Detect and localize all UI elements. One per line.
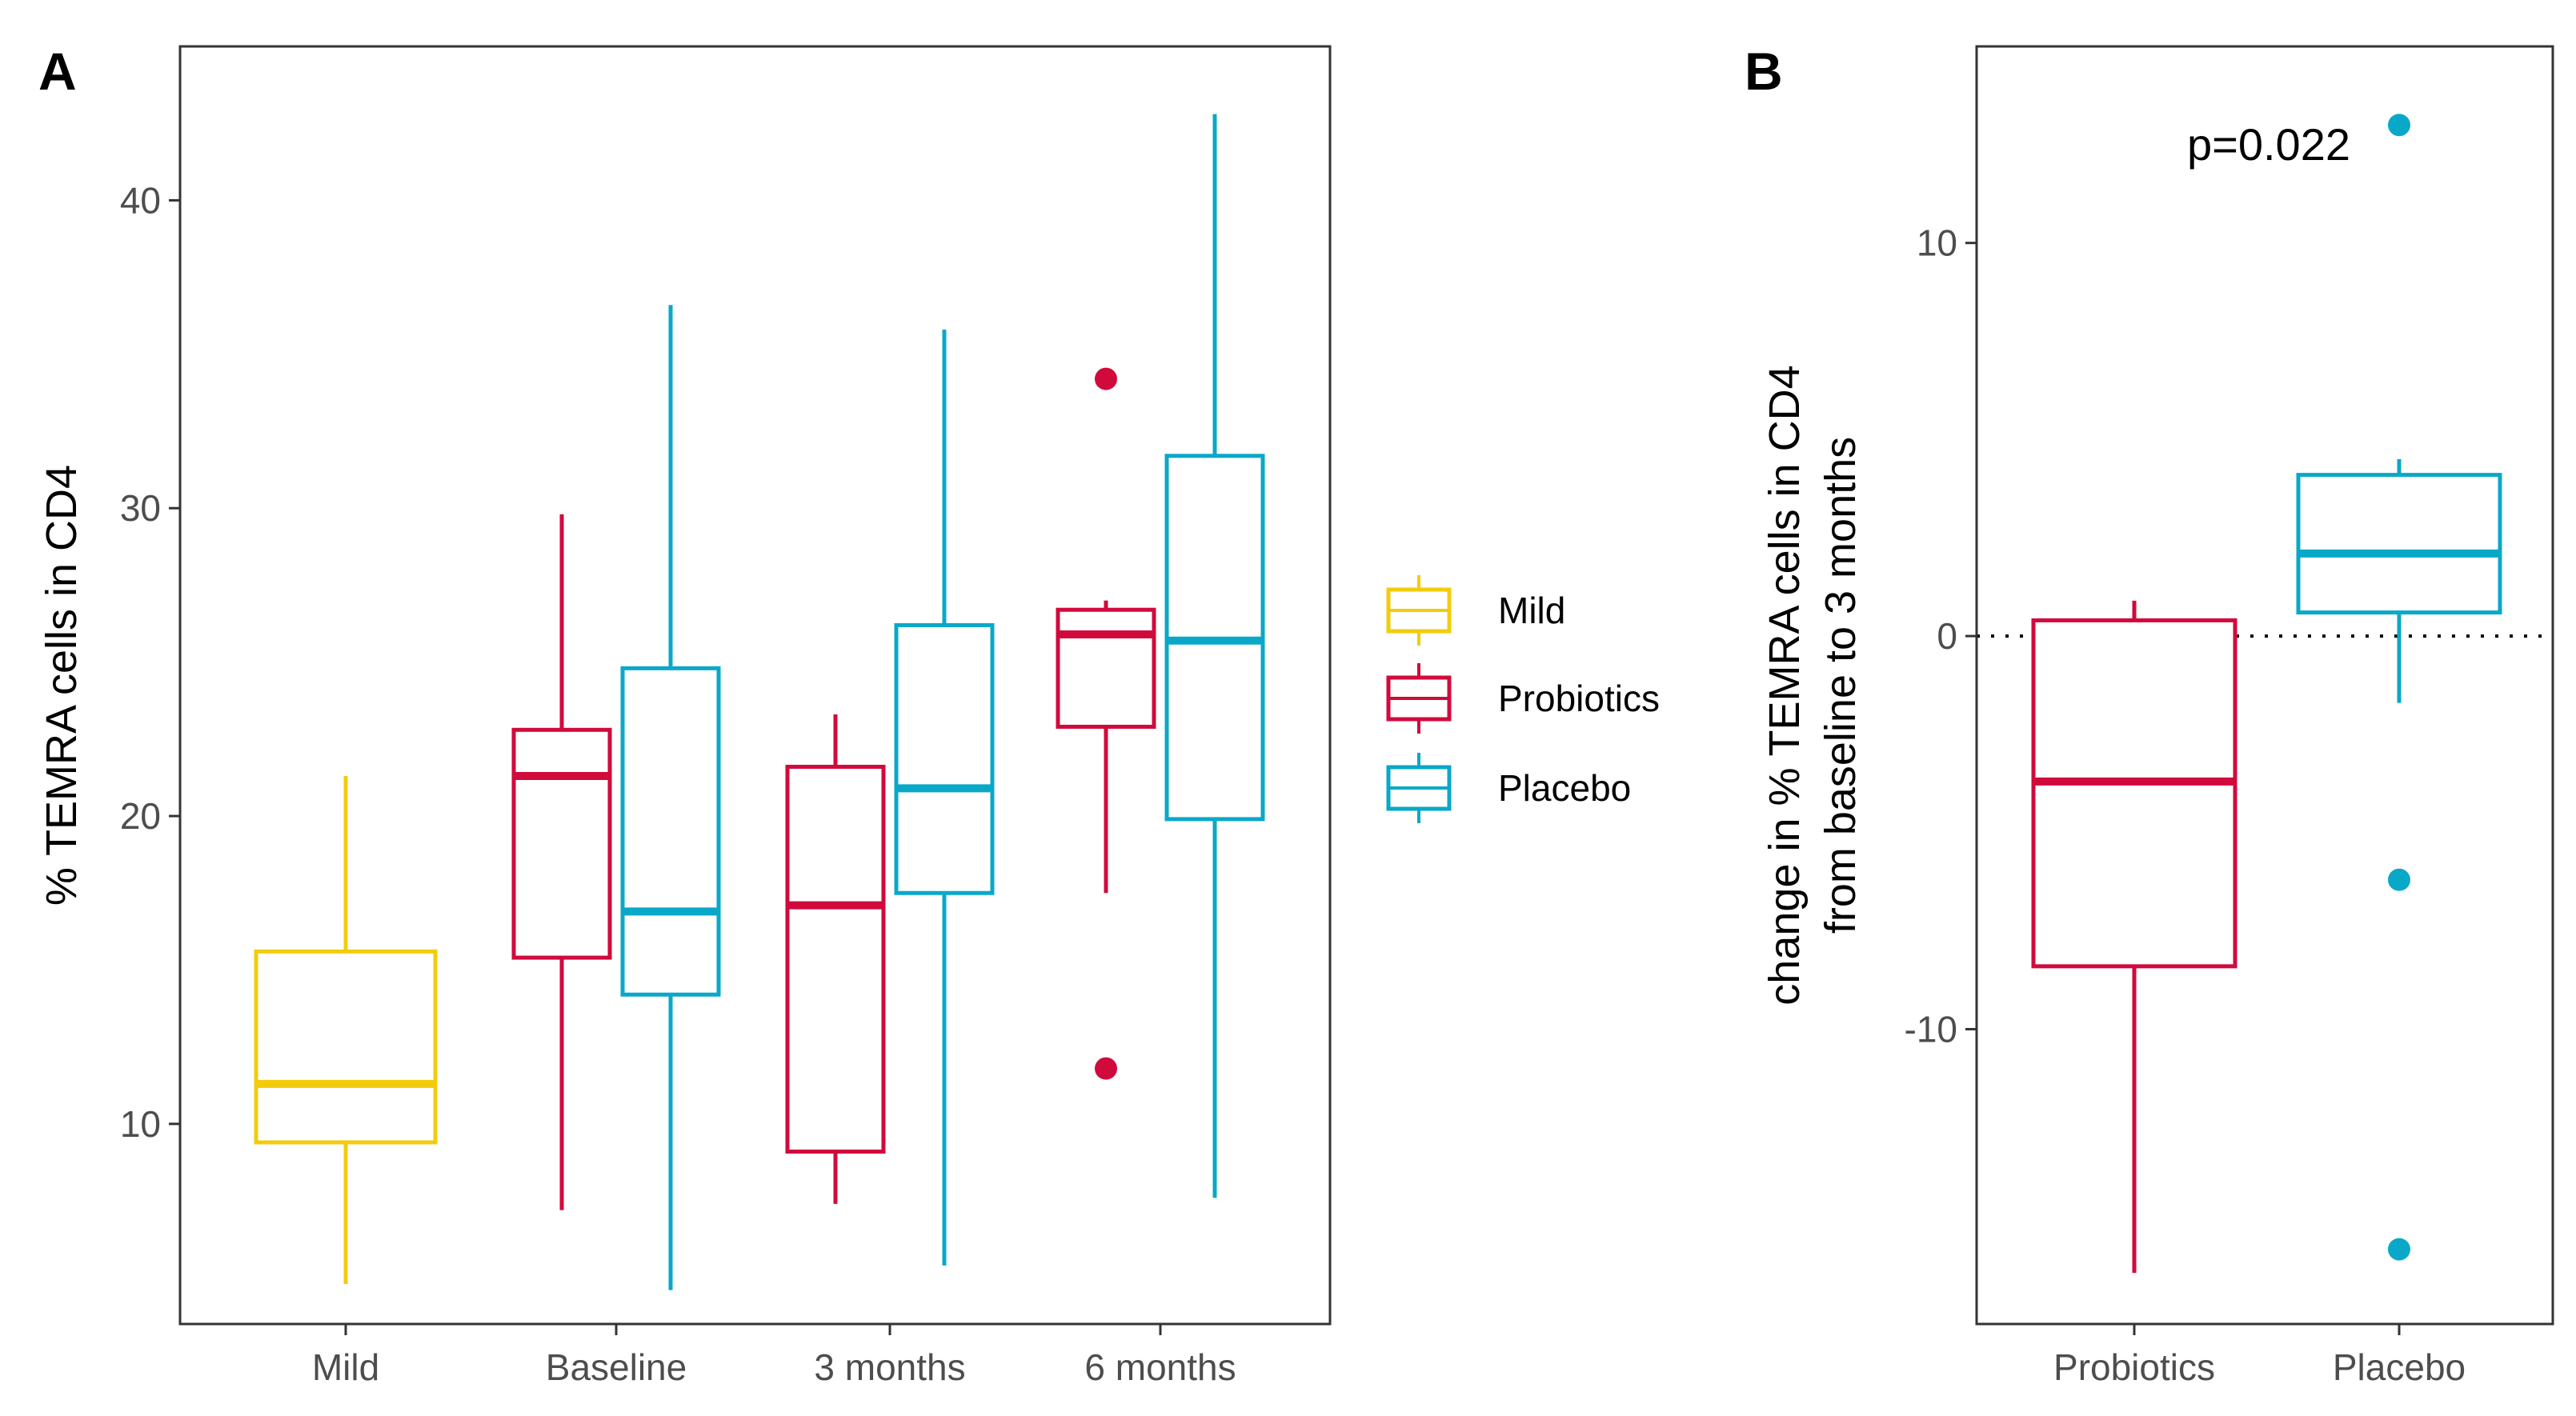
p-value-annotation: p=0.022 [2187, 119, 2350, 170]
panel-b-letter: B [1745, 42, 1783, 101]
panel-b-frame [1975, 45, 2554, 1326]
panel-b-x-tick-label-probiotics: Probiotics [2053, 1346, 2215, 1388]
panel-a-x-axis: Mild Baseline 3 months 6 months [312, 1324, 1236, 1388]
panel-b-x-tick-label-placebo: Placebo [2333, 1346, 2466, 1388]
iqr-box [254, 949, 438, 1145]
panel-b-y-tick-label: 0 [1937, 615, 1957, 657]
panel-a-ylabel-wrap: % TEMRA cells in CD4 [38, 465, 86, 906]
iqr-box [2296, 473, 2502, 615]
panel-a-frame [178, 45, 1332, 1326]
panel-a-boxes [254, 114, 1265, 1290]
panel-a-y-axis: 10 20 30 40 [120, 179, 180, 1145]
iqr-box [2031, 618, 2237, 969]
panel-b-y-axis-title-line-2: from baseline to 3 months [1817, 437, 1865, 934]
panel-a-y-tick-label: 40 [120, 179, 161, 221]
panel-b: B change in % TEMRA cells in CD4 from bas… [1745, 42, 2554, 1388]
panel-a-x-tick-label-baseline: Baseline [546, 1346, 687, 1388]
panel-b-y-axis: -10 0 10 [1905, 222, 1977, 1050]
panel-a-box-3-months-probiotics [785, 714, 886, 1204]
outlier-point [2388, 1238, 2410, 1261]
legend-label: Probiotics [1498, 678, 1660, 719]
outlier-point [1095, 1057, 1117, 1080]
outlier-point [1095, 367, 1117, 390]
panel-a-box-6-months-placebo [1164, 114, 1265, 1198]
panel-a-box-6-months-probiotics [1056, 367, 1156, 1080]
legend-label: Placebo [1498, 767, 1631, 809]
panel-a-x-tick-label-3-months: 3 months [814, 1346, 965, 1388]
iqr-box [785, 764, 886, 1154]
panel-b-box-placebo-placebo [2296, 114, 2502, 1261]
panel-a-box-mild-mild [254, 776, 438, 1284]
panel-a-y-tick-label: 30 [120, 487, 161, 529]
panel-a-y-tick-label: 20 [120, 795, 161, 837]
panel-a-y-tick-label: 10 [120, 1103, 161, 1145]
legend: Mild Probiotics Placebo [1386, 575, 1660, 823]
iqr-box [894, 622, 995, 895]
legend-item-mild: Mild [1386, 575, 1565, 646]
panel-b-ylabel-wrap: change in % TEMRA cells in CD4 from basel… [1761, 365, 1865, 1005]
panel-b-box-probiotics-probiotics [2031, 600, 2237, 1274]
panel-a-x-tick-label-mild: Mild [312, 1346, 379, 1388]
panel-a-box-3-months-placebo [894, 330, 995, 1266]
legend-label: Mild [1498, 590, 1565, 631]
outlier-point [2388, 114, 2410, 137]
panel-a: A % TEMRA cells in CD4 10 20 30 40 Mild Base… [38, 42, 1332, 1388]
panel-a-box-baseline-probiotics [511, 514, 612, 1210]
iqr-box [620, 666, 721, 997]
legend-item-probiotics: Probiotics [1386, 663, 1660, 734]
panel-b-boxes [2031, 114, 2502, 1274]
panel-a-letter: A [38, 42, 77, 101]
panel-b-y-tick-label: 10 [1917, 222, 1957, 264]
panel-a-y-axis-title: % TEMRA cells in CD4 [38, 465, 86, 906]
panel-a-x-tick-label-6-months: 6 months [1084, 1346, 1236, 1388]
panel-b-x-axis: Probiotics Placebo [2053, 1324, 2466, 1388]
panel-b-y-tick-label: -10 [1905, 1008, 1957, 1050]
panel-b-y-axis-title-line-1: change in % TEMRA cells in CD4 [1761, 365, 1809, 1005]
iqr-box [1056, 607, 1156, 729]
panel-a-box-baseline-placebo [620, 305, 721, 1290]
legend-item-placebo: Placebo [1386, 753, 1631, 823]
iqr-box [511, 727, 612, 960]
outlier-point [2388, 868, 2410, 891]
